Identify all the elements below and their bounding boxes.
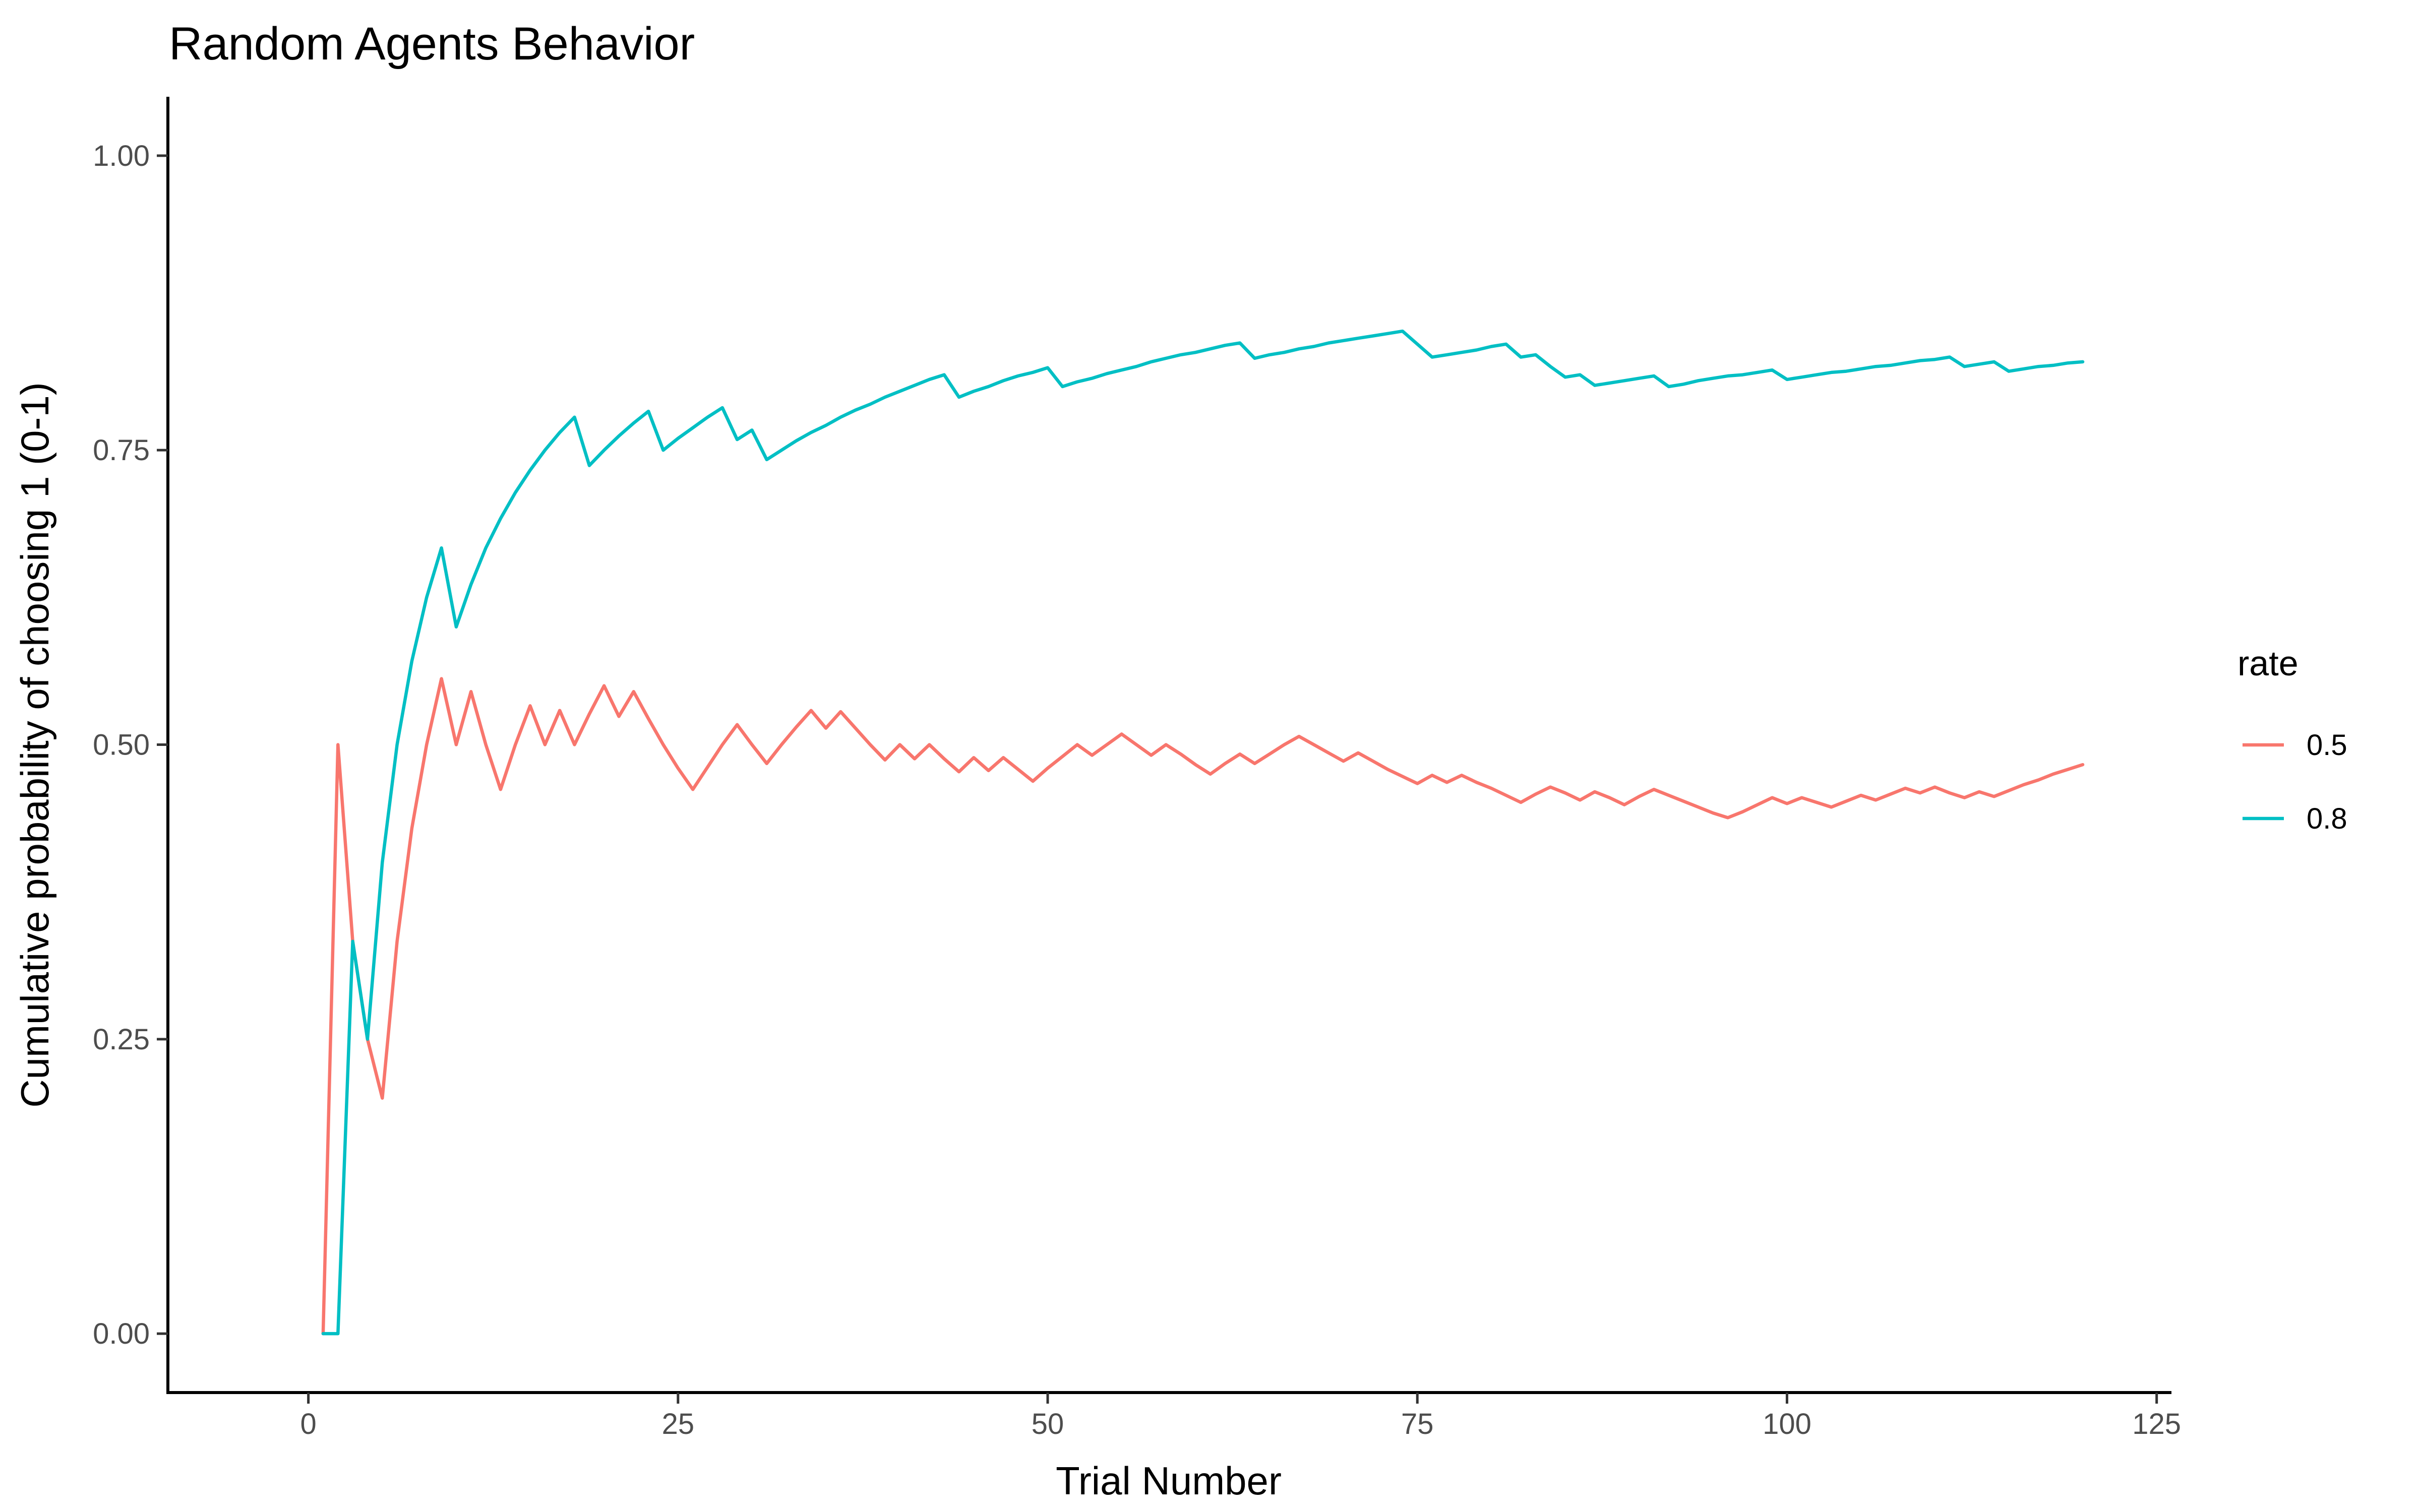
y-axis-title: Cumulative probability of choosing 1 (0-… xyxy=(13,382,57,1107)
legend-title: rate xyxy=(2237,644,2298,683)
plot-area xyxy=(321,329,2085,1336)
x-axis-ticks: 0 25 50 75 100 125 xyxy=(300,1393,2181,1440)
chart-title: Random Agents Behavior xyxy=(169,18,695,70)
y-tick-label: 1.00 xyxy=(93,140,150,172)
x-axis-title: Trial Number xyxy=(1056,1459,1282,1503)
y-axis-ticks: 0.00 0.25 0.50 0.75 1.00 xyxy=(93,140,168,1350)
legend-label-2: 0.8 xyxy=(2307,802,2347,835)
series-line-2 xyxy=(321,329,2085,1336)
x-tick-label: 125 xyxy=(2132,1408,2181,1440)
legend-label-1: 0.5 xyxy=(2307,729,2347,762)
x-tick-label: 0 xyxy=(300,1408,316,1440)
y-tick-label: 0.25 xyxy=(93,1023,150,1056)
y-tick-label: 0.50 xyxy=(93,729,150,762)
y-tick-label: 0.75 xyxy=(93,434,150,467)
x-tick-label: 25 xyxy=(662,1408,695,1440)
series-line-1 xyxy=(321,677,2085,1336)
x-tick-label: 100 xyxy=(1763,1408,1811,1440)
x-tick-label: 50 xyxy=(1032,1408,1064,1440)
y-tick-label: 0.00 xyxy=(93,1317,150,1350)
legend: rate 0.5 0.8 xyxy=(2237,644,2347,835)
x-tick-label: 75 xyxy=(1401,1408,1434,1440)
